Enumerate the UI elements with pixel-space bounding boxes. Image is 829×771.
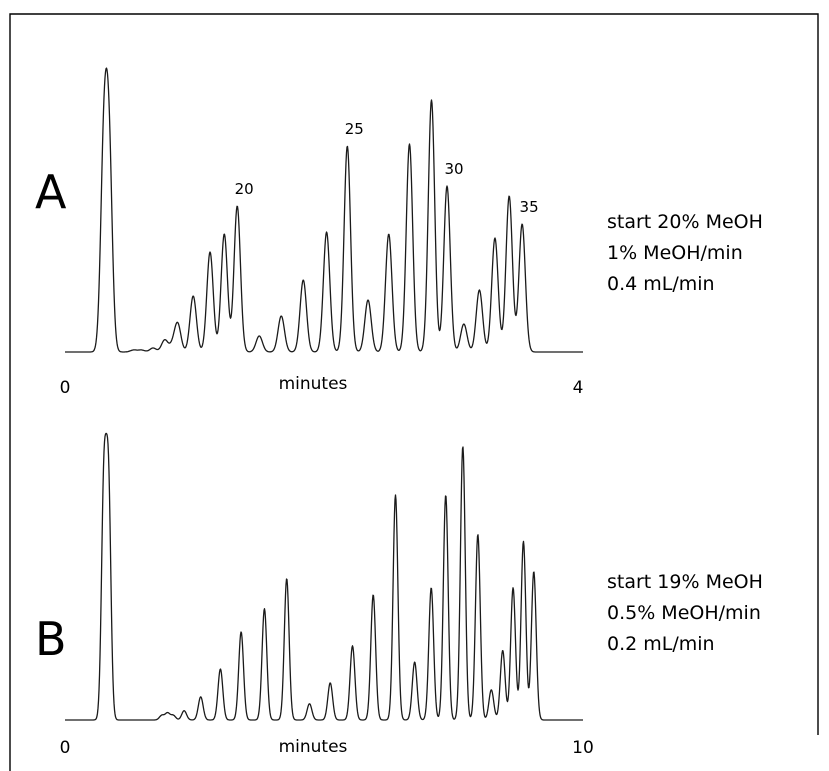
panel-a-condition-gradient: 1% MeOH/min [607,242,743,264]
panel-a-x-tick-start: 0 [60,378,71,398]
panel-b-chromatogram-trace [64,432,584,721]
panel-b-condition-flow: 0.2 mL/min [607,633,715,655]
panel-b-condition-gradient: 0.5% MeOH/min [607,602,761,624]
figure-frame-edges [9,13,819,771]
panel-a: A 20 25 30 35 0 4 minutes start 20% MeOH 1%… [35,67,763,398]
panel-a-peak-label-35: 35 [520,198,539,216]
panel-a-condition-start: start 20% MeOH [607,211,763,233]
panel-b-letter: B [35,612,67,666]
panel-b: B 0 10 minutes start 19% MeOH 0.5% MeOH/… [35,432,763,758]
panel-a-peak-label-25: 25 [345,120,364,138]
panel-a-x-tick-end: 4 [573,378,584,398]
panel-a-condition-flow: 0.4 mL/min [607,273,715,295]
panel-b-x-tick-start: 0 [60,738,71,758]
panel-a-peak-labels: 20 25 30 35 [235,120,539,216]
panel-a-letter: A [35,165,67,219]
panel-a-x-axis-label: minutes [279,374,348,394]
panel-b-condition-start: start 19% MeOH [607,571,763,593]
panel-b-x-tick-end: 10 [572,738,594,758]
panel-a-chromatogram-trace [64,67,584,353]
panel-a-peak-label-30: 30 [444,160,463,178]
panel-b-x-axis-label: minutes [279,737,348,757]
panel-a-peak-label-20: 20 [235,180,254,198]
